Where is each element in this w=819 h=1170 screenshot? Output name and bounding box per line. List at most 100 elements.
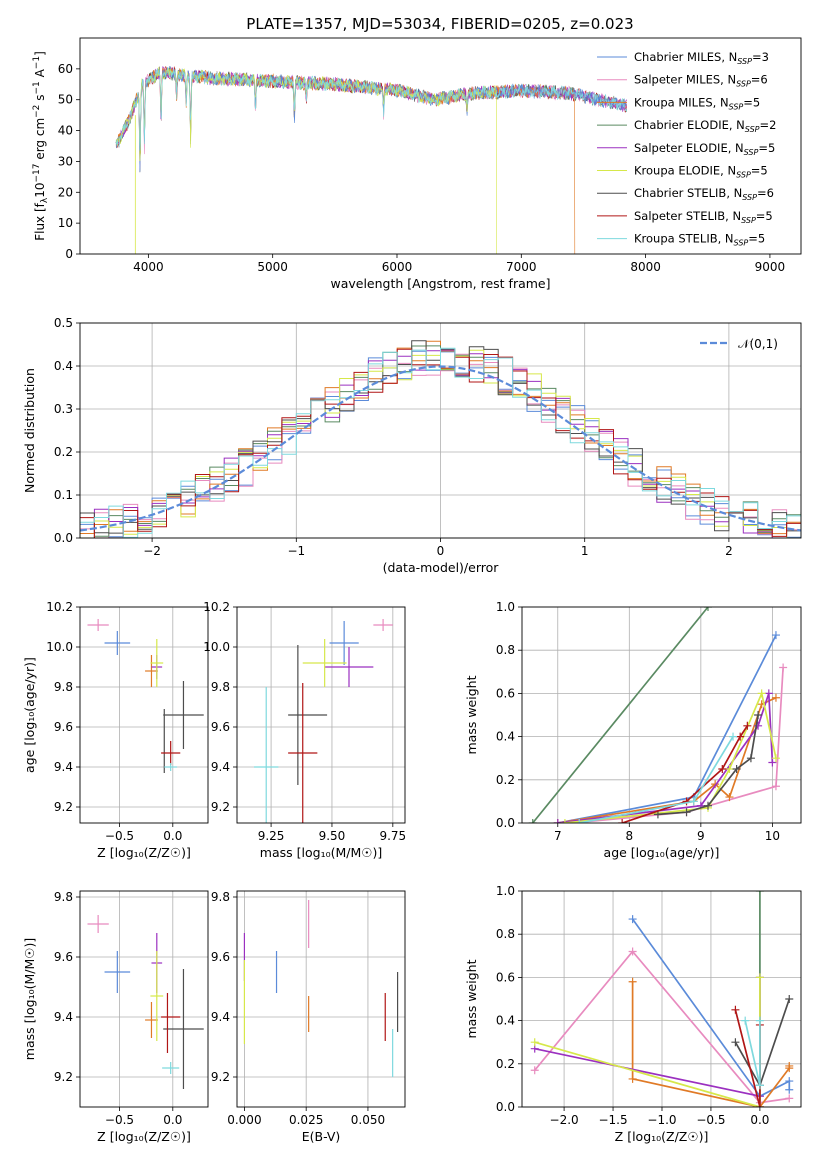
massweight_vs_Z-marker-8-0	[741, 1016, 750, 1025]
age_vs_mass-ytick-label-5: 10.2	[203, 600, 230, 614]
massweight_vs_Z-xtick-label-1: −1.5	[598, 1113, 627, 1127]
massweight_vs_Z-ylabel: mass weight	[464, 959, 479, 1038]
age_vs_Z-xtick-label-1: 0.0	[163, 829, 182, 843]
age_vs_mass-ytick-label-4: 10.0	[203, 640, 230, 654]
age_vs_mass-xlabel: mass [log₁₀(M/M☉)]	[260, 845, 382, 860]
legend-entry-2: Kroupa MILES, NSSP=5	[634, 95, 760, 111]
massweight_vs_Z-marker-5-2	[755, 973, 764, 982]
residuals-xlabel: (data-model)/error	[383, 560, 500, 575]
massweight_vs_age-axes: 7 8 9 10 0.0 0.2 0.4 0.6 0.8 1.0 age [log₁₀(age/yr…	[464, 600, 801, 860]
legend-entry-6: Chabrier STELIB, NSSP=6	[634, 186, 774, 202]
massweight_vs_Z-marker-3-4	[785, 1061, 794, 1070]
massweight_vs_age-ytick-label-4: 0.8	[496, 643, 515, 657]
residuals-ytick-label-5: 0.5	[54, 316, 73, 330]
age_vs_mass-point-2	[324, 647, 374, 687]
mass_vs_Z-ytick-label-2: 9.6	[54, 950, 73, 964]
age_vs_mass-ytick-label-3: 9.8	[211, 680, 230, 694]
residuals-ytick-label-3: 0.3	[54, 402, 73, 416]
age_vs_Z-point-2	[145, 655, 158, 687]
massweight_vs_Z-xtick-label-2: −1.0	[647, 1113, 676, 1127]
residuals-ytick-label-1: 0.1	[54, 488, 73, 502]
massweight_vs_age-series-1	[557, 634, 777, 823]
age_vs_Z-ytick-label-4: 10.0	[46, 640, 73, 654]
massweight_vs_age-marker-5-3	[757, 689, 766, 698]
massweight_vs_age-marker-8-1	[689, 797, 698, 806]
age_vs_mass-frame	[236, 606, 406, 824]
age_vs_Z-point-0	[104, 631, 131, 655]
massweight_vs_age-series-2	[572, 667, 784, 823]
spectrum-xtick-label-5: 9000	[755, 260, 786, 274]
mass_vs_Z-ylabel: mass [log₁₀(M/M☉)]	[22, 938, 37, 1060]
mass_vs_Z-xlabel: Z [log₁₀(Z/Z☉)]	[97, 1129, 191, 1144]
massweight_vs_age-marker-0-0	[528, 819, 537, 823]
massweight_vs_Z-ytick-label-4: 0.8	[496, 927, 515, 941]
massweight_vs_age-series-5	[564, 690, 777, 823]
legend-entry-4: Salpeter ELODIE, NSSP=5	[634, 141, 775, 157]
age_vs_Z-frame	[79, 606, 209, 824]
massweight_vs_age-series-0	[532, 607, 709, 823]
massweight_vs_Z-series-5	[534, 977, 761, 1107]
legend-entry-3: Chabrier ELODIE, NSSP=2	[634, 118, 776, 134]
residuals-xtick-label-3: 1	[581, 544, 589, 558]
massweight_vs_age-marker-4-2	[754, 721, 763, 730]
spectrum-ytick-label-0: 0	[65, 247, 73, 261]
age_vs_mass-xtick-label-0: 9.25	[258, 829, 285, 843]
massweight_vs_age-ytick-label-0: 0.0	[496, 816, 515, 830]
massweight_vs_Z-ytick-label-1: 0.2	[496, 1057, 515, 1071]
age_vs_mass-ytick-label-1: 9.4	[211, 760, 230, 774]
massweight_vs_Z-marker-1-2	[785, 1077, 794, 1086]
spectrum-frame	[79, 37, 802, 255]
age_vs_mass-xtick-label-1: 9.50	[319, 829, 346, 843]
age_vs_mass-xtick-label-2: 9.75	[379, 829, 406, 843]
massweight_vs_age-marker-6-5	[754, 711, 763, 719]
massweight_vs_Z-ytick-label-0: 0.0	[496, 1100, 515, 1114]
massweight_vs_Z-marker-3-1	[628, 1074, 637, 1083]
age_vs_Z-point-5	[163, 681, 204, 749]
figure-title: PLATE=1357, MJD=53034, FIBERID=0205, z=0…	[246, 15, 633, 33]
mass_vs_ebv-ytick-label-0: 9.2	[211, 1070, 230, 1084]
age_vs_Z-ylabel: age [log₁₀(age/yr)]	[22, 657, 37, 773]
age_vs_Z-ytick-label-3: 9.8	[54, 680, 73, 694]
massweight_vs_age-marker-7-2	[718, 765, 727, 773]
mass_vs_ebv-xtick-label-2: 0.050	[351, 1113, 385, 1127]
massweight_vs_age-marker-3-5	[771, 693, 780, 702]
spectrum-line-c8	[115, 67, 627, 151]
massweight_vs_age-marker-6-1	[682, 808, 691, 817]
residuals-frame	[79, 322, 802, 539]
age_vs_Z-ytick-label-2: 9.6	[54, 720, 73, 734]
mass_vs_Z-point-2	[145, 1002, 158, 1038]
residuals-ytick-label-4: 0.4	[54, 359, 73, 373]
mass_vs_ebv-xlabel: E(B-V)	[302, 1129, 341, 1144]
massweight_vs_age-marker-7-3	[736, 732, 745, 741]
mass_vs_ebv-ytick-label-2: 9.6	[211, 950, 230, 964]
residuals-legend-label: 𝒩(0,1)	[738, 337, 778, 351]
massweight_vs_age-marker-7-0	[618, 819, 627, 823]
massweight_vs_Z-ytick-label-3: 0.6	[496, 970, 515, 984]
mass_vs_ebv-ytick-label-3: 9.8	[211, 890, 230, 904]
age_vs_mass-point-7	[254, 687, 279, 823]
residuals-axes: −2 −1 0 1 2 0.0 0.1 0.2 0.3 0.4 0.5 (data-model)/er…	[22, 316, 801, 575]
spectrum-xtick-label-4: 8000	[630, 260, 661, 274]
age_vs_Z-xtick-label-0: −0.5	[105, 829, 134, 843]
massweight_vs_age-marker-5-4	[771, 754, 780, 763]
age_vs_mass-ytick-label-0: 9.2	[211, 800, 230, 814]
massweight_vs_age-xlabel: age [log₁₀(age/yr)]	[604, 845, 720, 860]
massweight_vs_Z-marker-6-2	[785, 995, 794, 1003]
residuals-ytick-label-0: 0.0	[54, 531, 73, 545]
massweight_vs_Z-xlabel: Z [log₁₀(Z/Z☉)]	[615, 1129, 709, 1144]
massweight_vs_age-marker-6-2	[704, 801, 712, 810]
residuals-hist-c8	[80, 347, 801, 538]
spectrum-ytick-label-4: 40	[58, 124, 73, 138]
massweight_vs_age-frame	[521, 606, 802, 824]
residuals-xtick-label-1: −1	[287, 544, 305, 558]
mass_vs_Z-point-4	[150, 951, 164, 1041]
spectrum-xtick-label-3: 7000	[506, 260, 537, 274]
spectrum-xtick-label-0: 4000	[133, 260, 164, 274]
mass_vs_ebv-axes: 0.000 0.025 0.050 9.2 9.4 9.6 9.8 E(B-V)	[211, 890, 405, 1144]
age_vs_Z-ytick-label-0: 9.2	[54, 800, 73, 814]
massweight_vs_Z-series-4	[534, 977, 761, 1098]
age_vs_mass-point-0	[329, 621, 359, 665]
massweight_vs_age-marker-1-2	[771, 631, 780, 640]
spectrum-ytick-label-6: 60	[58, 62, 73, 76]
